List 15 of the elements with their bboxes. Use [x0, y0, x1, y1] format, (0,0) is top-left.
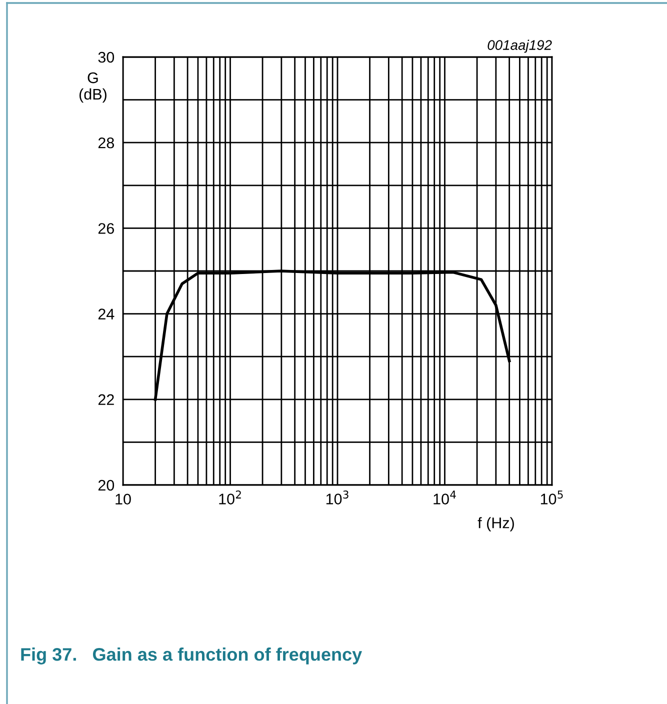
y-tick-label: 24: [98, 308, 114, 320]
x-tick-label: 10: [116, 494, 131, 505]
y-tick-label: 28: [98, 137, 114, 148]
y-tick-label: 30: [98, 52, 114, 63]
y-tick-label: 22: [98, 394, 114, 405]
x-tick-label: 10$^{5}$: [540, 490, 563, 504]
x-axis-title: f (Hz): [478, 517, 514, 532]
x-tick-label: 10$^{2}$: [219, 490, 241, 504]
y-tick-label: 20: [98, 480, 114, 491]
text: 001aaj192: [488, 40, 552, 53]
x-tick-label: 10$^{4}$: [434, 490, 456, 504]
caption: Fig 37. Gain as a function of frequency: [21, 648, 362, 664]
y-tick-label: 26: [98, 223, 114, 234]
y-axis-title: G (dB): [79, 72, 106, 103]
x-tick-label: 10$^{3}$: [326, 490, 348, 504]
